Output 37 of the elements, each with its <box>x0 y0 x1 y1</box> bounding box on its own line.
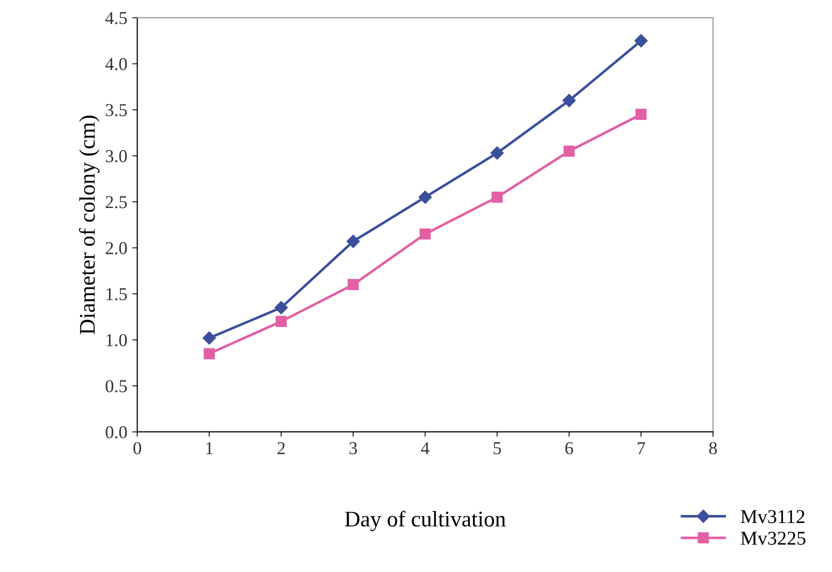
y-tick-label: 0.5 <box>106 380 127 392</box>
x-tick-label: 3 <box>350 442 357 454</box>
point <box>202 331 216 345</box>
y-tick-label: 0.0 <box>106 426 127 438</box>
x-tick-label: 0 <box>133 442 142 454</box>
x-tick-label: 8 <box>709 442 717 454</box>
point <box>274 301 288 314</box>
y-tick-label: 3.5 <box>106 104 127 116</box>
y-tick-label: 4.0 <box>105 58 127 70</box>
x-tick-label: 4 <box>420 442 430 454</box>
x-tick-label: 6 <box>565 442 574 454</box>
point <box>636 108 647 120</box>
point <box>420 228 431 240</box>
point <box>348 279 359 290</box>
point <box>204 348 215 360</box>
x-tick-label: 5 <box>494 442 501 454</box>
y-tick-label: 2.5 <box>106 196 127 208</box>
y-tick-label: 1.5 <box>106 288 127 300</box>
legend-label: Mv3112 <box>740 510 804 524</box>
point <box>490 146 504 160</box>
y-tick-label: 4.5 <box>105 12 127 24</box>
x-tick-label: 1 <box>206 442 213 454</box>
y-tick-label: 3.0 <box>106 150 127 162</box>
y-tick-label: 1.0 <box>106 334 127 346</box>
point <box>346 234 360 248</box>
point <box>492 192 503 203</box>
point <box>634 34 648 48</box>
point <box>276 316 287 327</box>
point <box>418 190 432 204</box>
x-tick-label: 2 <box>277 442 285 454</box>
y-tick-label: 2.0 <box>106 242 127 254</box>
x-tick-label: 7 <box>638 442 646 454</box>
point <box>564 146 575 157</box>
y-axis-title: Diameter of colony (cm) <box>78 116 100 334</box>
legend-label: Mv3225 <box>740 532 806 545</box>
x-axis-title: Day of cultivation <box>344 510 506 532</box>
point <box>562 94 576 108</box>
